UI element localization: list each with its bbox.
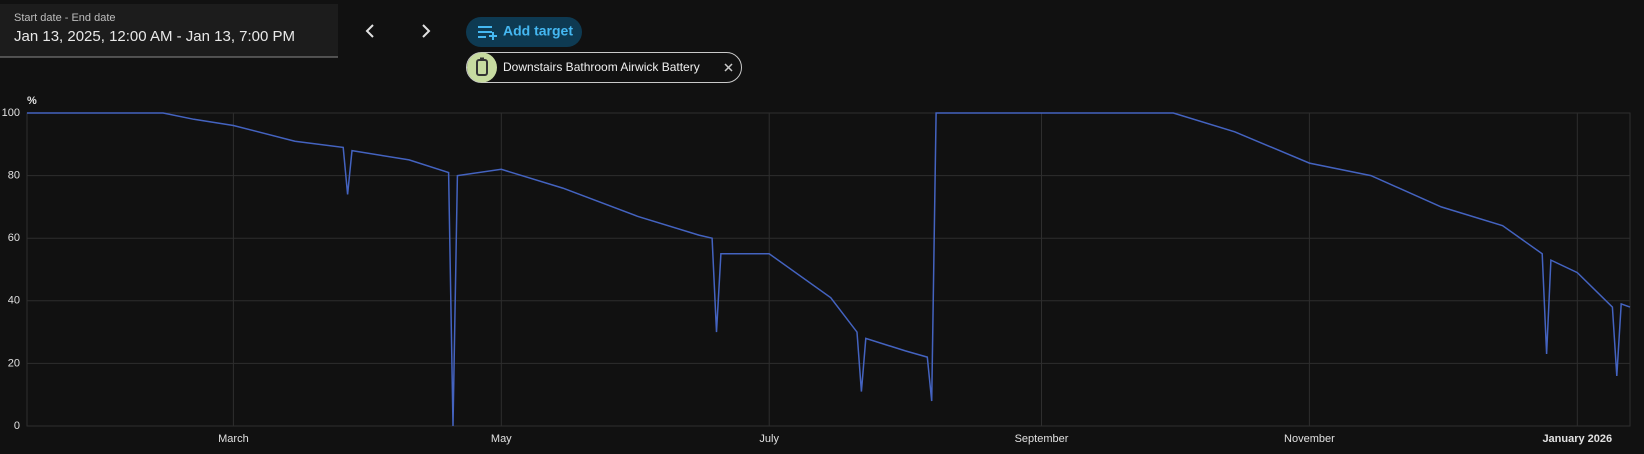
y-tick-label: 80 [8,170,20,182]
x-tick-label: November [1284,433,1335,445]
chip-label: Downstairs Bathroom Airwick Battery [503,60,700,74]
date-picker[interactable] [0,4,338,57]
date-picker-label: Start date - End date [14,12,116,24]
add-target-button[interactable] [466,17,582,47]
battery-icon-tip [480,57,484,60]
plot-area [26,112,1631,427]
target-chip[interactable] [466,52,742,83]
chart: 0 20 40 60 80 100 March May July September Novembe… [2,107,1631,445]
y-tick-label: 20 [8,357,20,369]
y-tick-label: 40 [8,295,20,307]
chip-remove[interactable] [724,63,733,72]
series-line [27,112,1631,427]
chip-icon-bg [467,52,497,83]
x-tick-label: May [491,433,512,445]
y-tick-label: 60 [8,232,20,244]
add-target-icon [478,26,497,40]
prev-button[interactable] [365,24,374,38]
x-tick-label: July [759,433,779,445]
y-tick-label: 100 [2,107,20,119]
x-tick-label: January 2026 [1542,433,1612,445]
x-tick-label: March [218,433,249,445]
y-unit: % [27,95,37,107]
x-tick-label: September [1015,433,1069,445]
y-tick-label: 0 [14,420,20,432]
add-target-label[interactable]: Add target [503,23,573,39]
next-button[interactable] [422,24,431,38]
date-picker-value: Jan 13, 2025, 12:00 AM - Jan 13, 7:00 PM [14,28,295,45]
